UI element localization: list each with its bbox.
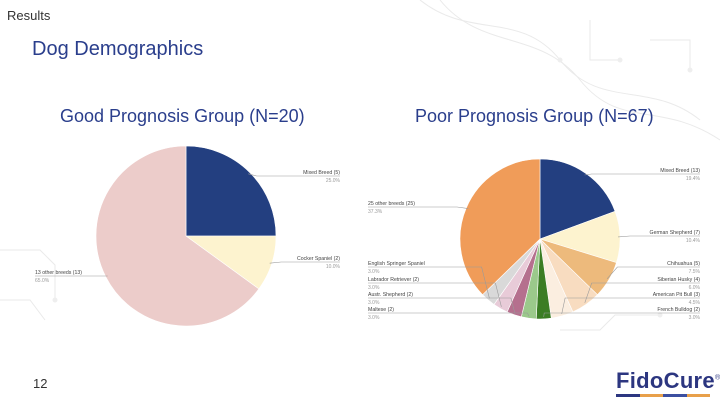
- registered-mark: ®: [714, 374, 720, 382]
- leader-line-mixed-breed: [584, 173, 700, 176]
- slice-label-austr-shepherd: Austr. Shepherd (2): [368, 292, 413, 298]
- leader-line-german-shepherd: [617, 235, 700, 238]
- slice-percent-13-other-breeds: 65.0%: [35, 278, 50, 284]
- slice-label-french-bulldog: French Bulldog (2): [657, 307, 700, 313]
- slice-percent-english-springer-spaniel: 3.0%: [368, 269, 380, 275]
- slice-percent-labrador-retriever: 3.0%: [368, 285, 380, 291]
- section-label: Results: [7, 8, 51, 23]
- slice-label-mixed-breed: Mixed Breed (13): [660, 168, 700, 174]
- slice-percent-cocker-spaniel: 10.0%: [326, 264, 341, 270]
- fidocure-logo: FidoCure®: [616, 368, 720, 394]
- slice-label-american-pit-bull: American Pit Bull (3): [653, 292, 701, 298]
- leader-line-maltese: [368, 312, 530, 317]
- leader-line-25-other-breeds: [368, 206, 469, 209]
- pie-labels: Mixed Breed (5) 25.0% Cocker Spaniel (2) 10…: [35, 170, 341, 284]
- pie-slice-mixed-breed: [539, 158, 616, 240]
- slice-percent-mixed-breed: 25.0%: [326, 178, 341, 184]
- slice-label-13-other-breeds: 13 other breeds (13): [35, 270, 82, 276]
- slice-label-maltese: Maltese (2): [368, 307, 394, 313]
- pie-labels: Mixed Breed (13) 19.4% German Shepherd (7)…: [368, 168, 701, 321]
- slice-percent-chihuahua: 7.5%: [689, 269, 701, 275]
- poor-prognosis-chart-title: Poor Prognosis Group (N=67): [415, 106, 654, 126]
- slice-percent-german-shepherd: 10.4%: [686, 238, 701, 244]
- leader-line-siberian-husky: [584, 282, 700, 303]
- slice-label-siberian-husky: Siberian Husky (4): [657, 277, 700, 283]
- pie-slices: [459, 158, 621, 320]
- leader-line-mixed-breed: [248, 173, 340, 177]
- leader-line-french-bulldog: [543, 312, 700, 317]
- leader-line-chihuahua: [606, 266, 700, 279]
- leader-line-cocker-spaniel: [269, 261, 340, 264]
- leader-line-english-springer-spaniel: [368, 266, 490, 299]
- slice-label-chihuahua: Chihuahua (5): [667, 261, 700, 267]
- leader-line-austr-shepherd: [368, 297, 516, 313]
- slice-label-cocker-spaniel: Cocker Spaniel (2): [297, 256, 340, 262]
- page-number: 12: [33, 376, 48, 391]
- pie-slice-13-other-breeds: [95, 145, 260, 327]
- slice-percent-austr-shepherd: 3.0%: [368, 300, 380, 306]
- slice-label-mixed-breed: Mixed Breed (5): [303, 170, 340, 176]
- good-prognosis-chart-title: Good Prognosis Group (N=20): [60, 106, 305, 126]
- slice-label-english-springer-spaniel: English Springer Spaniel: [368, 261, 425, 267]
- slice-percent-25-other-breeds: 37.3%: [368, 209, 383, 215]
- pie-slices: [95, 145, 277, 327]
- slice-percent-american-pit-bull: 4.5%: [689, 300, 701, 306]
- slice-label-labrador-retriever: Labrador Retriever (2): [368, 277, 419, 283]
- pie-slice-mixed-breed: [185, 145, 277, 237]
- slice-percent-french-bulldog: 3.0%: [689, 315, 701, 321]
- logo-color-bar: [616, 394, 710, 397]
- leader-line-labrador-retriever: [368, 282, 502, 307]
- slide-title: Dog Demographics: [32, 38, 204, 60]
- slice-label-german-shepherd: German Shepherd (7): [650, 230, 701, 236]
- leader-line-american-pit-bull: [561, 297, 700, 314]
- slice-percent-maltese: 3.0%: [368, 315, 380, 321]
- pie-slice-25-other-breeds: [459, 158, 541, 296]
- slice-percent-siberian-husky: 6.0%: [689, 285, 701, 291]
- slice-label-25-other-breeds: 25 other breeds (25): [368, 201, 415, 207]
- logo-text: FidoCure: [616, 368, 715, 393]
- slice-percent-mixed-breed: 19.4%: [686, 176, 701, 182]
